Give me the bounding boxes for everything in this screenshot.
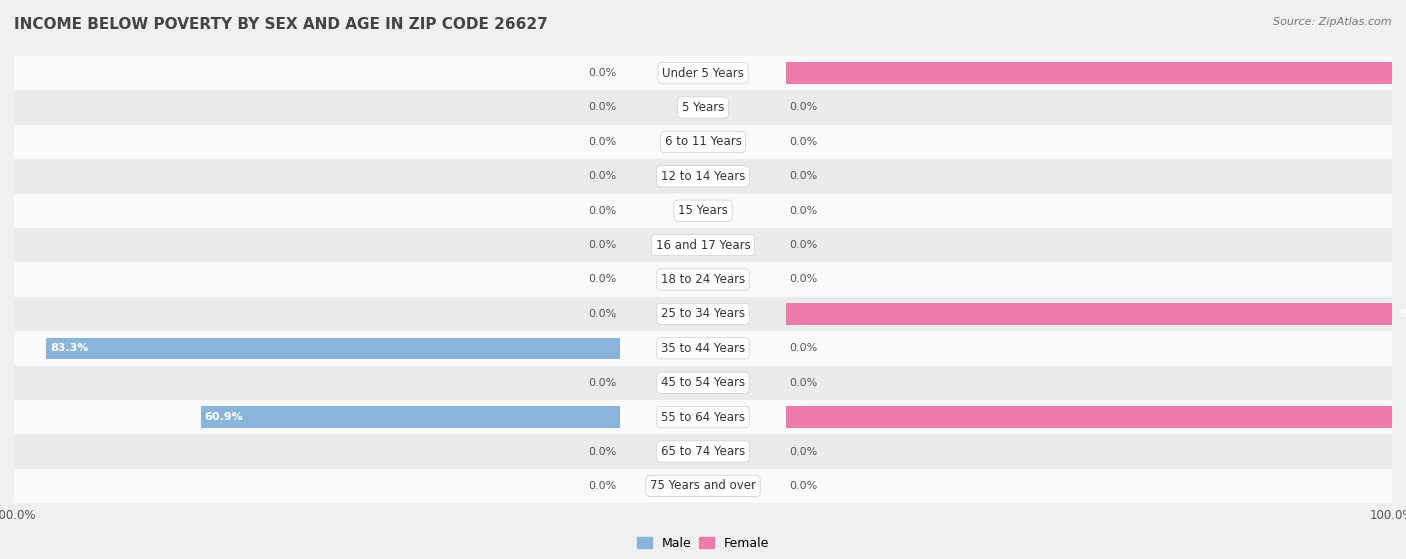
- Text: 15 Years: 15 Years: [678, 204, 728, 217]
- Text: 0.0%: 0.0%: [589, 68, 617, 78]
- Text: 0.0%: 0.0%: [589, 309, 617, 319]
- Text: 0.0%: 0.0%: [789, 274, 817, 285]
- Text: 16 and 17 Years: 16 and 17 Years: [655, 239, 751, 252]
- Text: 75 Years and over: 75 Years and over: [650, 480, 756, 492]
- Bar: [786, 303, 1406, 325]
- Text: 0.0%: 0.0%: [589, 447, 617, 457]
- Bar: [14, 297, 1392, 331]
- Bar: [786, 63, 1406, 84]
- Text: 0.0%: 0.0%: [589, 481, 617, 491]
- Bar: [14, 366, 1392, 400]
- Text: 25 to 34 Years: 25 to 34 Years: [661, 307, 745, 320]
- Text: 60.9%: 60.9%: [204, 412, 243, 422]
- Text: 55 to 64 Years: 55 to 64 Years: [661, 411, 745, 424]
- Text: 0.0%: 0.0%: [789, 206, 817, 216]
- Bar: [14, 262, 1392, 297]
- Text: 0.0%: 0.0%: [589, 171, 617, 181]
- Text: 0.0%: 0.0%: [589, 378, 617, 388]
- Text: 0.0%: 0.0%: [589, 102, 617, 112]
- Text: 18 to 24 Years: 18 to 24 Years: [661, 273, 745, 286]
- Bar: [14, 468, 1392, 503]
- Bar: [201, 406, 620, 428]
- Text: 0.0%: 0.0%: [589, 240, 617, 250]
- Text: 0.0%: 0.0%: [789, 447, 817, 457]
- Legend: Male, Female: Male, Female: [631, 532, 775, 555]
- Text: 95.2%: 95.2%: [1399, 309, 1406, 319]
- Bar: [786, 406, 1406, 428]
- Text: 5 Years: 5 Years: [682, 101, 724, 114]
- Text: 0.0%: 0.0%: [789, 240, 817, 250]
- Bar: [14, 331, 1392, 366]
- Bar: [14, 125, 1392, 159]
- Bar: [14, 91, 1392, 125]
- Text: 0.0%: 0.0%: [589, 137, 617, 147]
- Text: 0.0%: 0.0%: [589, 206, 617, 216]
- Bar: [14, 434, 1392, 468]
- Text: Source: ZipAtlas.com: Source: ZipAtlas.com: [1274, 17, 1392, 27]
- Text: 0.0%: 0.0%: [789, 171, 817, 181]
- Text: 0.0%: 0.0%: [789, 137, 817, 147]
- Bar: [46, 338, 620, 359]
- Text: 0.0%: 0.0%: [589, 274, 617, 285]
- Text: 35 to 44 Years: 35 to 44 Years: [661, 342, 745, 355]
- Text: INCOME BELOW POVERTY BY SEX AND AGE IN ZIP CODE 26627: INCOME BELOW POVERTY BY SEX AND AGE IN Z…: [14, 17, 548, 32]
- Bar: [14, 159, 1392, 193]
- Text: Under 5 Years: Under 5 Years: [662, 67, 744, 79]
- Bar: [14, 400, 1392, 434]
- Bar: [14, 228, 1392, 262]
- Text: 0.0%: 0.0%: [789, 481, 817, 491]
- Text: 65 to 74 Years: 65 to 74 Years: [661, 445, 745, 458]
- Text: 6 to 11 Years: 6 to 11 Years: [665, 135, 741, 148]
- Text: 83.3%: 83.3%: [49, 343, 89, 353]
- Text: 0.0%: 0.0%: [789, 102, 817, 112]
- Text: 0.0%: 0.0%: [789, 378, 817, 388]
- Text: 45 to 54 Years: 45 to 54 Years: [661, 376, 745, 389]
- Bar: [14, 193, 1392, 228]
- Text: 0.0%: 0.0%: [789, 343, 817, 353]
- Text: 12 to 14 Years: 12 to 14 Years: [661, 170, 745, 183]
- Bar: [14, 56, 1392, 91]
